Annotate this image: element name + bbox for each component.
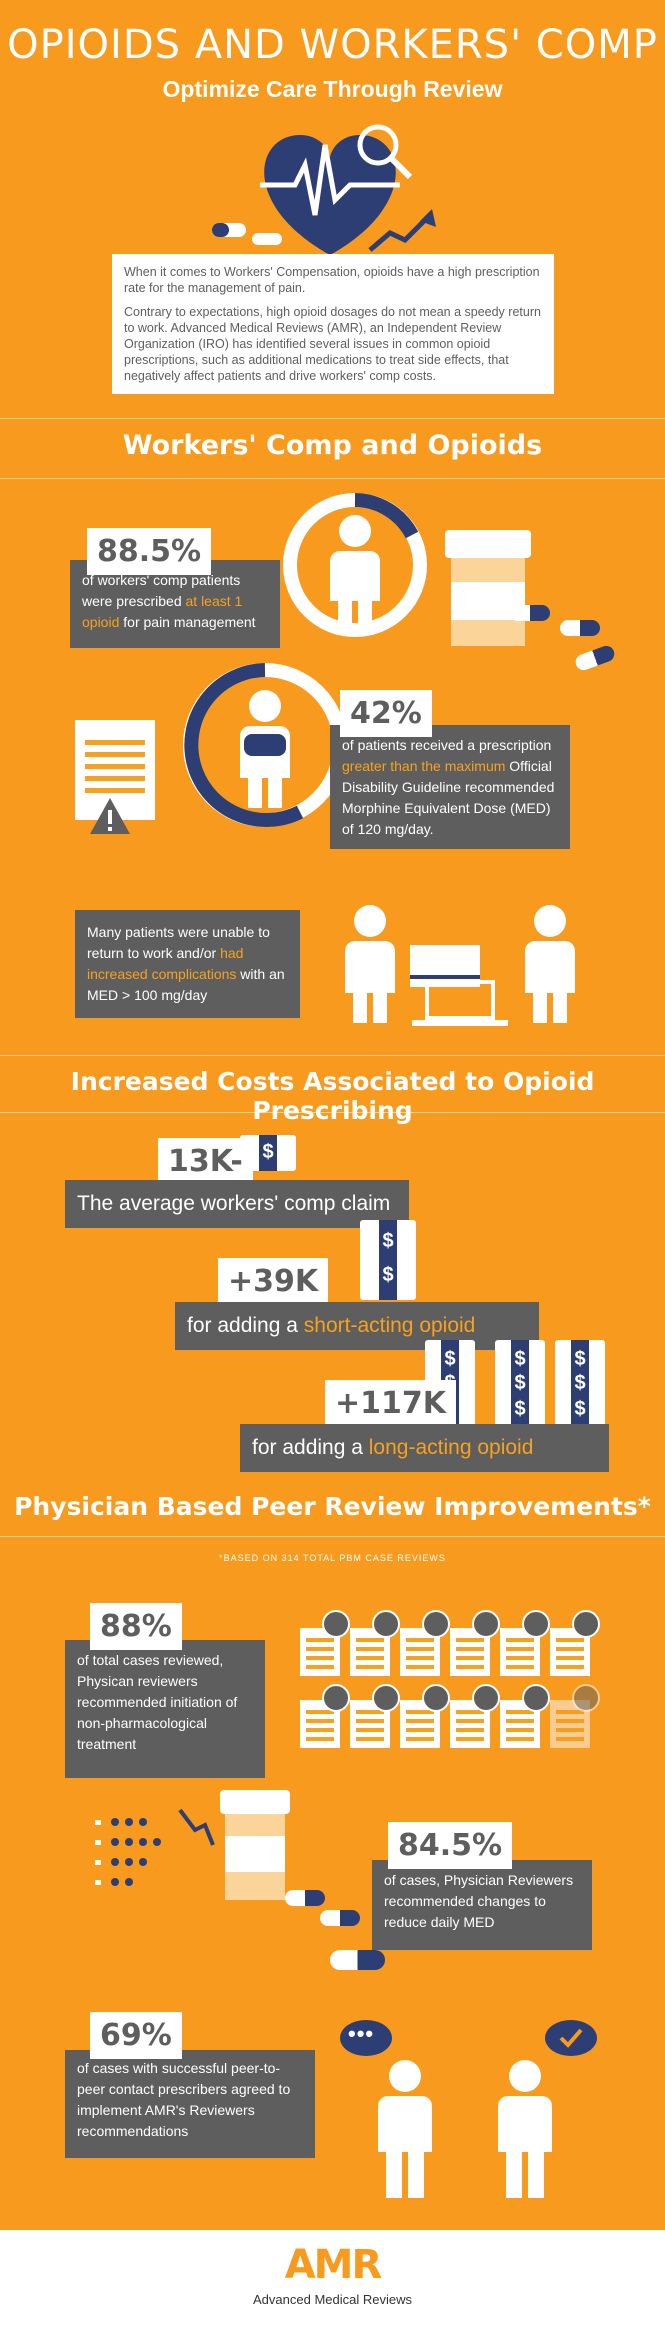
capsule-icon xyxy=(320,1910,360,1926)
ellipsis-icon: ••• xyxy=(348,2021,375,2046)
speech-bubble-icon xyxy=(340,2020,392,2056)
pill-badge-icon xyxy=(322,1610,350,1638)
money-stack-icon: $$$ xyxy=(555,1340,605,1432)
stat-845-description: of cases, Physician Reviewers recommende… xyxy=(372,1860,592,1950)
heart-illustration xyxy=(212,124,436,255)
stat-text: for pain management xyxy=(119,614,256,630)
stat-88-peer-value: 88% xyxy=(90,1603,182,1650)
cost-117k-label: for adding a long-acting opioid xyxy=(240,1424,609,1472)
intro-paragraph-2: Contrary to expectations, high opioid do… xyxy=(124,305,541,383)
laptop-icon xyxy=(425,980,495,1020)
capsule-icon xyxy=(285,1890,325,1906)
stat-text: of workers' comp patients were prescribe… xyxy=(82,572,241,609)
divider xyxy=(0,418,665,419)
trend-arrow-icon xyxy=(368,213,432,252)
person-stressed-icon xyxy=(345,905,395,1025)
capsule-icon xyxy=(330,1950,385,1970)
subtitle: Optimize Care Through Review xyxy=(162,76,503,102)
cost-highlight: long-acting opioid xyxy=(368,1436,534,1459)
intro-paragraph-1: When it comes to Workers' Compensation, … xyxy=(124,265,540,295)
stat-42-value: 42% xyxy=(340,690,432,737)
checkmark-icon xyxy=(559,2028,583,2048)
laptop-base xyxy=(412,1020,508,1026)
money-stack-icon: $ $ xyxy=(360,1220,416,1300)
stat-med-description: Many patients were unable to return to w… xyxy=(75,910,300,1018)
person-pain-icon xyxy=(330,515,380,631)
stat-text: with an MED > 100 mg/day xyxy=(87,966,285,1003)
ring-icon xyxy=(283,493,427,637)
stat-text: Official Disability Guideline recommende… xyxy=(342,758,555,837)
capsule-icon xyxy=(560,620,600,636)
cost-highlight: short-acting opioid xyxy=(303,1314,476,1337)
declining-chart-icon xyxy=(95,1808,215,1886)
pill-bottle-icon xyxy=(445,530,531,646)
stat-42-description: of patients received a prescription grea… xyxy=(330,725,570,849)
stat-highlight: had increased complications xyxy=(87,945,244,982)
stat-845-value: 84.5% xyxy=(388,1822,513,1869)
pill-badge-icon xyxy=(372,1610,400,1638)
paper-stack-icon xyxy=(410,945,480,979)
section-title-peer-review: Physician Based Peer Review Improvements… xyxy=(14,1492,651,1521)
divider xyxy=(0,1536,665,1537)
pill-badge-icon xyxy=(522,1684,550,1712)
cost-117k-value: +117K xyxy=(325,1380,457,1427)
magnifier-icon xyxy=(357,124,399,166)
heart-icon xyxy=(264,135,396,255)
pill-badge-icon xyxy=(572,1610,600,1638)
stat-highlight: greater than the maximum xyxy=(342,758,506,774)
cost-13k-label: The average workers' comp claim xyxy=(65,1180,409,1228)
pill-badge-icon xyxy=(522,1610,550,1638)
cost-text: for adding a xyxy=(252,1436,369,1459)
document-icon xyxy=(500,1628,540,1676)
stat-88-value: 88.5% xyxy=(87,528,212,575)
cost-39k-value: +39K xyxy=(218,1258,329,1305)
pill-badge-icon xyxy=(422,1684,450,1712)
stat-69-description: of cases with successful peer-to-peer co… xyxy=(65,2050,315,2158)
company-name: Advanced Medical Reviews xyxy=(253,2292,412,2307)
pill-badge-icon xyxy=(572,1684,600,1712)
speech-bubble-icon xyxy=(545,2020,597,2056)
cost-text: for adding a xyxy=(187,1314,304,1337)
cost-39k-label: for adding a short-acting opioid xyxy=(175,1302,539,1350)
pill-badge-icon xyxy=(472,1610,500,1638)
pill-bottle-icon xyxy=(220,1790,290,1900)
section-title-costs: Increased Costs Associated to Opioid Pre… xyxy=(70,1067,595,1125)
capsule-icon xyxy=(510,605,550,621)
pill-badge-icon xyxy=(372,1684,400,1712)
stat-88-peer-description: of total cases reviewed, Physican review… xyxy=(65,1640,265,1778)
money-stack-icon: $$$ xyxy=(495,1340,545,1432)
footer: AMR Advanced Medical Reviews xyxy=(0,2230,665,2351)
stat-highlight: at least 1 opioid xyxy=(82,593,243,630)
main-title: OPIOIDS AND WORKERS' COMP xyxy=(7,22,658,68)
stat-text: of patients received a prescription xyxy=(342,737,552,753)
stat-69-value: 69% xyxy=(90,2012,182,2059)
intro-box: When it comes to Workers' Compensation, … xyxy=(112,254,554,394)
footnote: *BASED ON 314 TOTAL PBM CASE REVIEWS xyxy=(219,1553,446,1563)
divider xyxy=(0,1112,665,1113)
cost-13k-value: 13K- xyxy=(158,1138,253,1185)
person-holding-pills-icon xyxy=(240,690,290,810)
divider xyxy=(0,478,665,479)
pill-badge-icon xyxy=(422,1610,450,1638)
divider xyxy=(0,1055,665,1056)
warning-icon xyxy=(90,798,130,834)
pill-badge-icon xyxy=(472,1684,500,1712)
section-title-workers-comp: Workers' Comp and Opioids xyxy=(122,430,543,461)
person-stressed-icon xyxy=(525,905,575,1025)
heartbeat-line xyxy=(260,144,400,216)
amr-logo: AMR xyxy=(284,2242,383,2288)
person-talking-icon xyxy=(378,2060,432,2200)
person-talking-icon xyxy=(498,2060,552,2200)
pill-badge-icon xyxy=(322,1684,350,1712)
stat-text: Many patients were unable to return to w… xyxy=(87,924,270,961)
capsule-icon xyxy=(573,643,617,673)
prescription-scroll-icon xyxy=(75,720,155,820)
